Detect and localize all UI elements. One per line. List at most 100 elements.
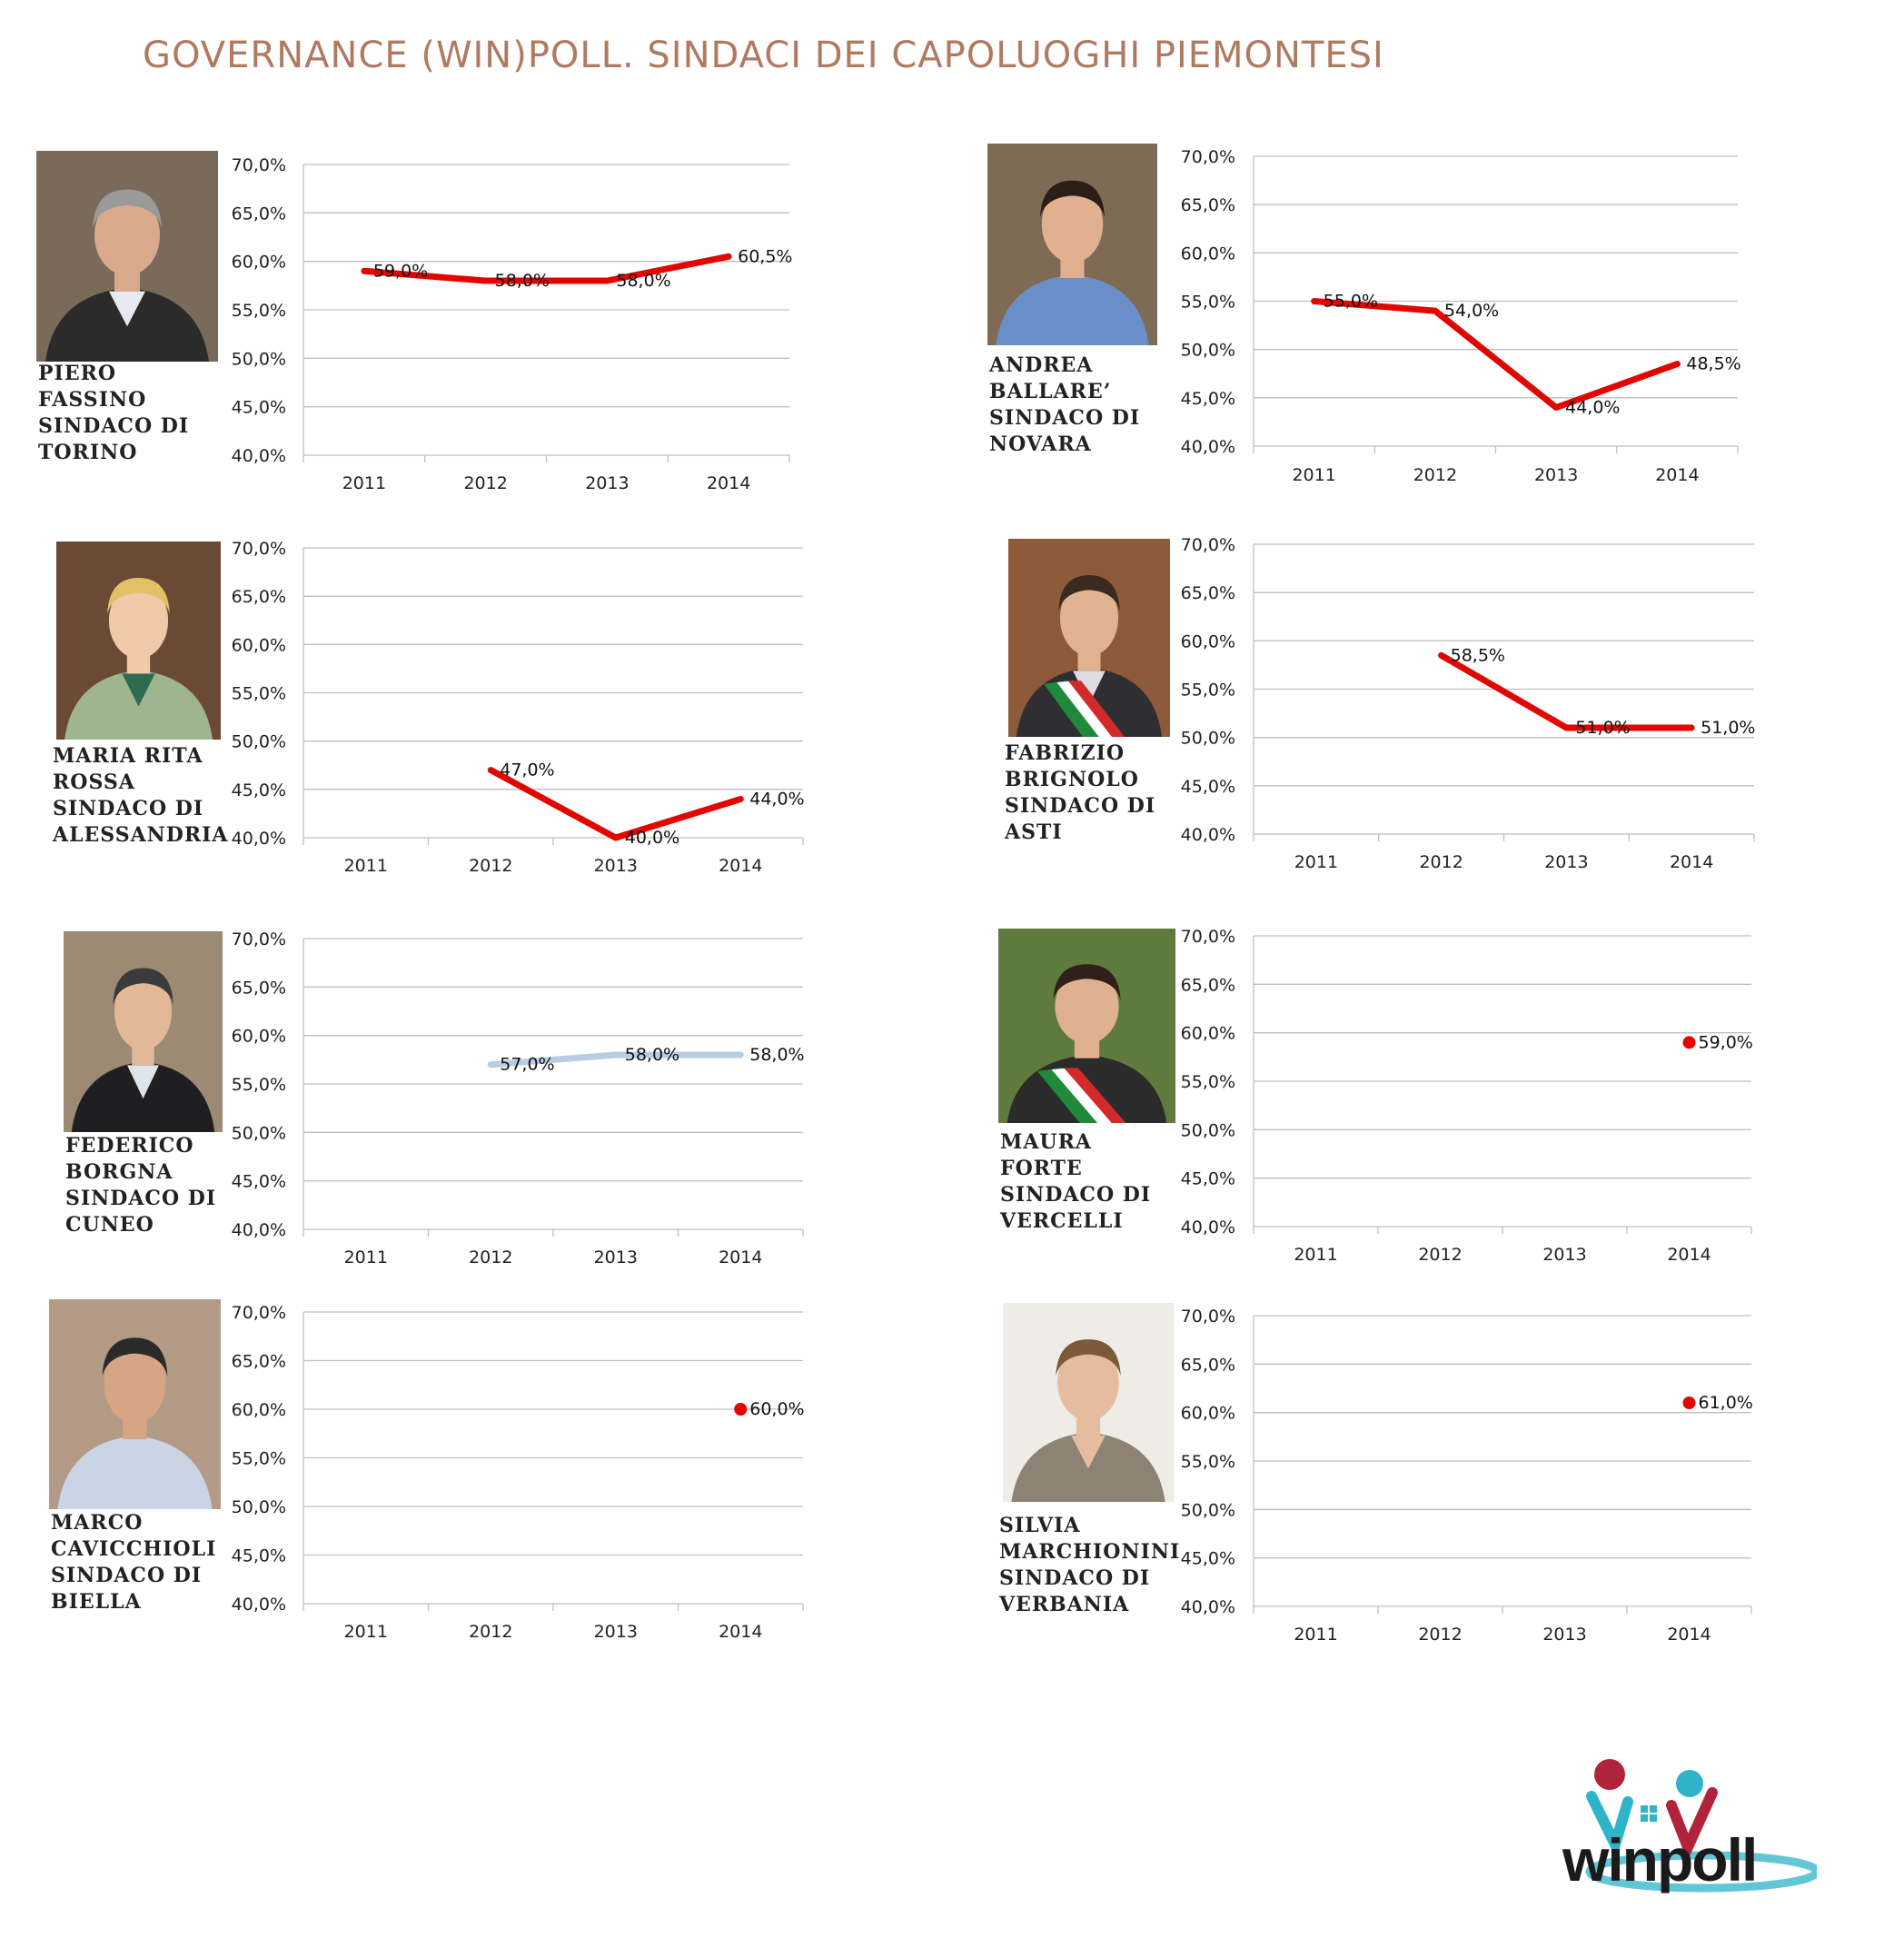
y-tick-label: 50,0% (232, 1123, 286, 1143)
y-tick-label: 60,0% (232, 253, 286, 273)
caption-line: BIELLA (51, 1590, 142, 1614)
y-tick-label: 60,0% (1181, 631, 1235, 651)
y-tick-label: 45,0% (232, 398, 286, 418)
mayor-caption-torino: PIERO FASSINO SINDACO DI TORINO (38, 361, 189, 466)
mayor-caption-alessandria: MARIA RITA ROSSA SINDACO DI ALESSANDRIA (53, 743, 229, 849)
mayor-caption-verbania: SILVIA MARCHIONINI SINDACO DI VERBANIA (999, 1513, 1180, 1618)
caption-line: MARIA RITA (53, 744, 203, 768)
y-tick-label: 55,0% (232, 684, 286, 704)
mayor-photo-biella (49, 1299, 221, 1509)
x-tick-label: 2011 (1294, 852, 1338, 872)
y-tick-label: 65,0% (232, 978, 286, 998)
caption-line: SINDACO DI (38, 414, 190, 438)
x-tick-label: 2012 (469, 856, 512, 876)
data-label: 40,0% (625, 828, 679, 848)
y-tick-label: 55,0% (1181, 1452, 1235, 1472)
y-tick-label: 70,0% (232, 1303, 286, 1323)
mayor-photo-asti (1008, 539, 1170, 737)
data-label: 58,0% (749, 1045, 804, 1065)
y-tick-label: 60,0% (1181, 244, 1235, 263)
x-tick-label: 2012 (469, 1247, 512, 1267)
data-label: 58,0% (495, 271, 550, 291)
x-tick-label: 2011 (1294, 1625, 1337, 1645)
data-label: 54,0% (1444, 301, 1499, 321)
caption-line: SINDACO DI (999, 1566, 1151, 1590)
y-tick-label: 55,0% (1181, 681, 1235, 701)
y-tick-label: 40,0% (232, 1595, 286, 1615)
y-tick-label: 55,0% (232, 1449, 286, 1469)
x-tick-label: 2013 (1542, 1245, 1586, 1265)
y-tick-label: 60,0% (1181, 1404, 1235, 1424)
data-label: 59,0% (1699, 1032, 1753, 1052)
y-tick-label: 45,0% (1181, 1549, 1235, 1569)
data-label: 44,0% (1565, 397, 1620, 417)
x-tick-label: 2011 (1292, 465, 1335, 485)
x-tick-label: 2012 (1419, 852, 1463, 872)
data-label: 58,0% (616, 271, 670, 291)
x-tick-label: 2011 (344, 1247, 388, 1267)
caption-line: SINDACO DI (1005, 794, 1156, 818)
mayor-photo-torino (36, 151, 218, 362)
data-label: 48,5% (1686, 354, 1740, 374)
caption-line: SINDACO DI (1000, 1183, 1152, 1207)
caption-line: SINDACO DI (989, 406, 1141, 430)
caption-line: SINDACO DI (51, 1564, 203, 1587)
data-label: 47,0% (500, 760, 554, 780)
y-tick-label: 65,0% (232, 1352, 286, 1372)
caption-line: MARCO (51, 1511, 144, 1535)
y-tick-label: 70,0% (1181, 147, 1235, 167)
data-point (734, 1403, 748, 1416)
caption-line: TORINO (38, 441, 138, 464)
y-tick-label: 55,0% (1181, 1072, 1235, 1092)
y-tick-label: 45,0% (1181, 1169, 1235, 1189)
y-tick-label: 55,0% (232, 301, 286, 321)
mayor-photo-novara (987, 144, 1157, 345)
logo-text: winpoll (1562, 1826, 1756, 1893)
x-tick-label: 2012 (1413, 465, 1457, 485)
y-tick-label: 40,0% (1181, 825, 1235, 845)
x-tick-label: 2011 (1294, 1245, 1337, 1265)
caption-line: MAURA (1000, 1130, 1092, 1154)
y-tick-label: 65,0% (232, 204, 286, 224)
caption-line: VERBANIA (999, 1593, 1130, 1616)
y-tick-label: 40,0% (1181, 1218, 1235, 1237)
caption-line: BRIGNOLO (1005, 768, 1139, 791)
winpoll-logo: winpoll (1562, 1759, 1817, 1893)
y-tick-label: 50,0% (232, 1497, 286, 1517)
caption-line: FABRIZIO (1005, 741, 1126, 765)
caption-line: FEDERICO (65, 1134, 194, 1158)
x-tick-label: 2012 (1418, 1625, 1462, 1645)
caption-line: NOVARA (989, 432, 1092, 456)
logo-head-teal (1676, 1770, 1703, 1797)
page-title: GOVERNANCE (WIN)POLL. SINDACI DEI CAPOLU… (143, 35, 1384, 76)
caption-line: ROSSA (53, 770, 135, 794)
series-line (487, 767, 744, 841)
caption-line: CAVICCHIOLI (51, 1537, 217, 1561)
caption-line: BALLARE’ (989, 380, 1112, 403)
data-label: 51,0% (1701, 718, 1755, 738)
x-tick-label: 2013 (594, 1247, 638, 1267)
mayor-caption-novara: ANDREA BALLARE’ SINDACO DI NOVARA (989, 353, 1140, 458)
caption-line: BORGNA (65, 1160, 174, 1184)
x-tick-label: 2013 (585, 473, 629, 493)
y-tick-label: 40,0% (232, 1220, 286, 1240)
caption-line: MARCHIONINI (999, 1540, 1181, 1564)
y-tick-label: 55,0% (232, 1075, 286, 1095)
x-tick-label: 2013 (1542, 1625, 1586, 1645)
y-tick-label: 45,0% (1181, 389, 1235, 409)
series-line (487, 1051, 744, 1068)
y-tick-label: 70,0% (1181, 535, 1235, 555)
y-tick-label: 65,0% (1181, 195, 1235, 215)
y-tick-label: 40,0% (1181, 1597, 1235, 1617)
caption-line: SINDACO DI (53, 797, 204, 820)
x-tick-label: 2013 (1544, 852, 1588, 872)
x-tick-label: 2014 (707, 473, 750, 493)
mayor-caption-cuneo: FEDERICO BORGNA SINDACO DI CUNEO (65, 1133, 216, 1238)
caption-line: ANDREA (989, 353, 1094, 377)
mayor-photo-verbania (1003, 1303, 1174, 1502)
caption-line: CUNEO (65, 1213, 154, 1237)
y-tick-label: 40,0% (232, 446, 286, 466)
